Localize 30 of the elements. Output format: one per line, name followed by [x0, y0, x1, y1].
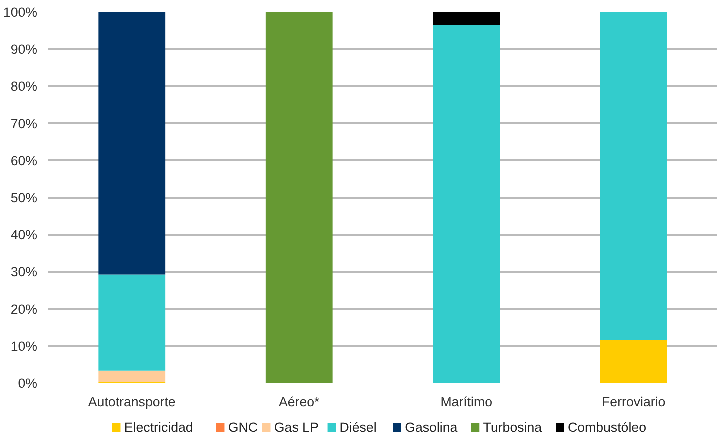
bar: [433, 25, 500, 384]
legend-label: Turbosina: [483, 420, 543, 435]
legend-label: GNC: [228, 420, 258, 435]
x-tick-label: Autotransporte: [88, 394, 176, 410]
x-tick-label: Marítimo: [440, 394, 493, 410]
y-tick-label: 40%: [10, 228, 38, 243]
y-tick-label: 60%: [10, 153, 38, 168]
y-tick-label: 10%: [10, 338, 38, 354]
y-tick-label: 90%: [10, 42, 38, 58]
legend-label: Electricidad: [124, 420, 194, 435]
y-tick-label: 30%: [10, 264, 38, 280]
bar: [600, 340, 668, 384]
legend-label: Combustóleo: [568, 420, 646, 435]
x-tick-label: Aéreo*: [279, 394, 320, 410]
bar: [433, 12, 500, 26]
legend-label: Diésel: [340, 420, 377, 435]
legend-label: Gas LP: [274, 420, 319, 435]
bar: [600, 12, 668, 340]
bar: [98, 274, 166, 371]
y-tick-label: 20%: [10, 302, 38, 317]
bar: [98, 370, 166, 382]
y-tick-label: 50%: [10, 190, 38, 206]
bar: [98, 12, 166, 275]
bar: [266, 12, 333, 384]
y-tick-label: 70%: [10, 116, 38, 132]
x-tick-label: Ferroviario: [602, 394, 666, 410]
legend-label: Gasolina: [405, 420, 458, 435]
y-tick-label: 80%: [10, 79, 38, 94]
y-tick-label: 100%: [3, 5, 38, 20]
y-tick-label: 0%: [18, 376, 38, 391]
